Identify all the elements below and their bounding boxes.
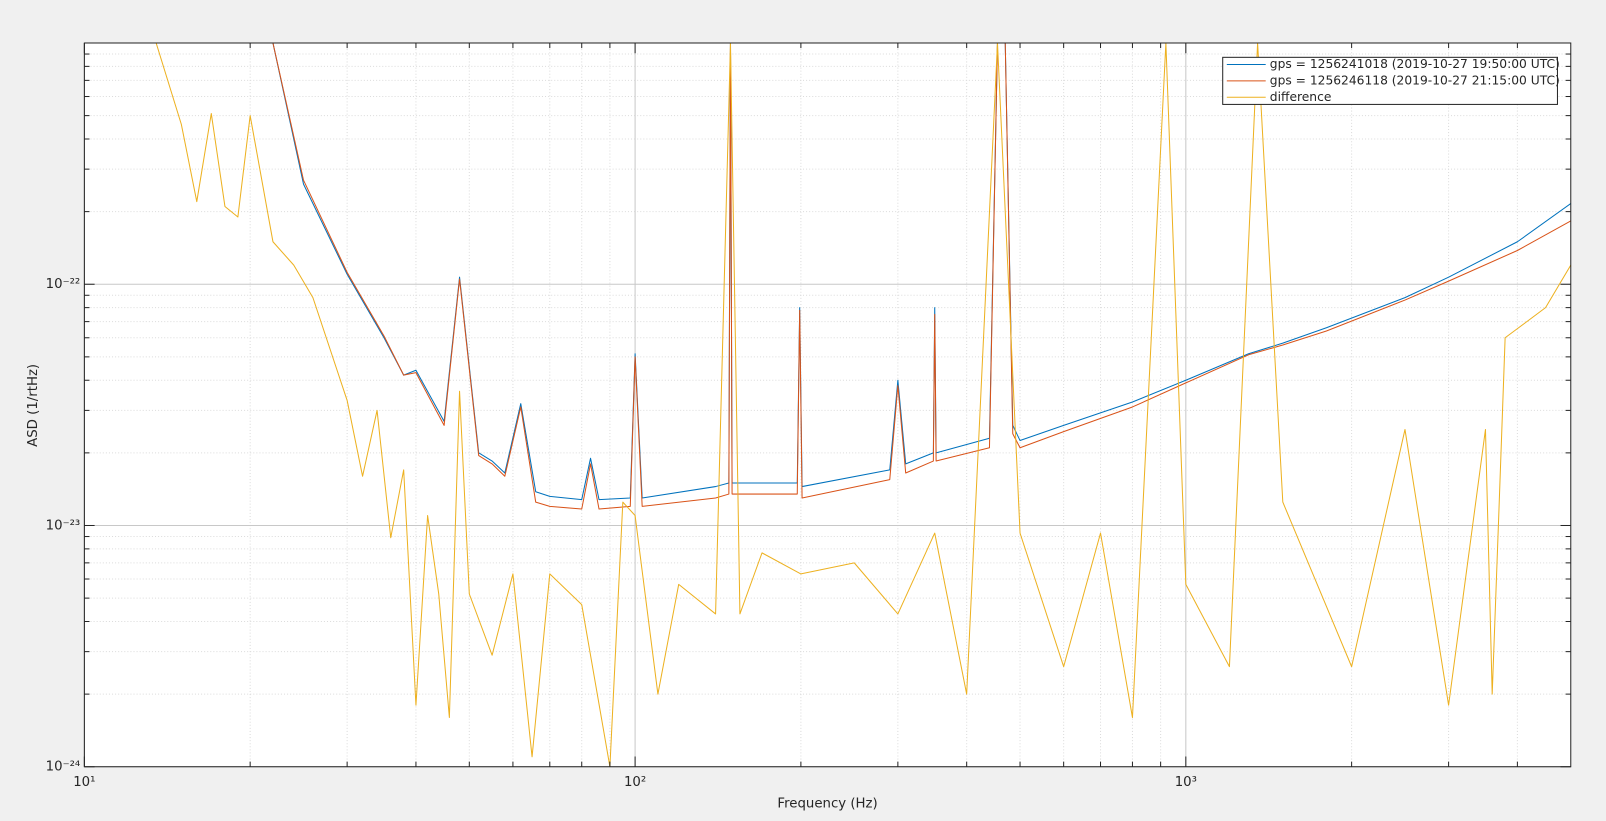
- lines: [155, 42, 1571, 767]
- y-tick-label: 10⁻²³: [46, 518, 81, 533]
- legend-label: gps = 1256241018 (2019-10-27 19:50:00 UT…: [1270, 57, 1560, 71]
- plot-area: [84, 42, 1571, 767]
- series-line: [272, 42, 1571, 510]
- y-axis-label: ASD (1/rtHz): [26, 364, 41, 447]
- y-tick-label: 10⁻²⁴: [46, 760, 81, 775]
- x-tick-label: 10³: [1175, 775, 1197, 790]
- x-tick-label: 10²: [624, 775, 646, 790]
- x-axis-label: Frequency (Hz): [777, 797, 877, 812]
- series-line: [155, 42, 1571, 767]
- ticks: [83, 42, 1571, 768]
- y-tick-label: 10⁻²²: [46, 277, 81, 292]
- x-tick-label: 10¹: [73, 775, 95, 790]
- legend-box: [1222, 56, 1558, 105]
- legend: gps = 1256241018 (2019-10-27 19:50:00 UT…: [1222, 56, 1560, 105]
- legend-label: difference: [1270, 90, 1332, 104]
- legend-label: gps = 1256246118 (2019-10-27 21:15:00 UT…: [1270, 73, 1560, 87]
- axes-box: [83, 42, 1572, 768]
